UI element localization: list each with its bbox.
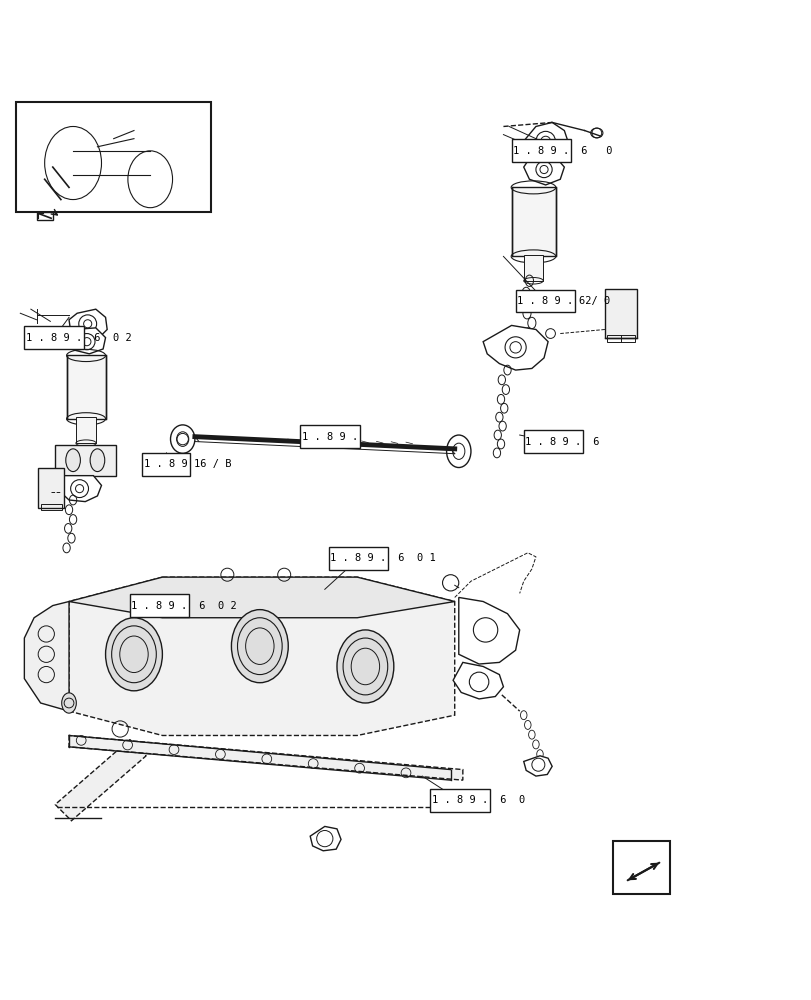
FancyBboxPatch shape bbox=[24, 326, 84, 349]
Text: 16 / B: 16 / B bbox=[194, 459, 231, 469]
Polygon shape bbox=[310, 826, 341, 851]
FancyBboxPatch shape bbox=[430, 789, 489, 812]
Ellipse shape bbox=[337, 630, 393, 703]
Bar bbox=[604, 289, 637, 338]
Bar bbox=[41, 504, 62, 510]
Bar bbox=[55, 445, 116, 476]
Polygon shape bbox=[523, 756, 551, 776]
Polygon shape bbox=[483, 325, 547, 370]
Polygon shape bbox=[67, 328, 105, 354]
Text: 1 . 8 9 .: 1 . 8 9 . bbox=[431, 795, 487, 805]
Text: 1 . 8 9 .: 1 . 8 9 . bbox=[330, 553, 386, 563]
Bar bbox=[511, 187, 556, 256]
Ellipse shape bbox=[231, 610, 288, 683]
Text: 6  0 2: 6 0 2 bbox=[193, 601, 237, 611]
Text: 6: 6 bbox=[586, 437, 599, 447]
Bar bbox=[612, 841, 669, 894]
FancyBboxPatch shape bbox=[511, 139, 570, 162]
Polygon shape bbox=[523, 155, 564, 185]
Text: 6  0: 6 0 bbox=[493, 795, 524, 805]
Polygon shape bbox=[69, 309, 107, 339]
Ellipse shape bbox=[62, 693, 76, 713]
Text: 1 . 8 9 .: 1 . 8 9 . bbox=[131, 601, 187, 611]
Polygon shape bbox=[58, 476, 101, 502]
Polygon shape bbox=[69, 577, 454, 735]
Bar bbox=[607, 335, 634, 342]
Polygon shape bbox=[36, 212, 53, 220]
FancyBboxPatch shape bbox=[130, 594, 189, 617]
Polygon shape bbox=[55, 740, 146, 821]
Bar bbox=[16, 102, 211, 212]
Bar bbox=[38, 468, 64, 508]
Polygon shape bbox=[69, 577, 454, 618]
Text: 1 . 8 9 .: 1 . 8 9 . bbox=[525, 437, 581, 447]
Text: 62/ 0: 62/ 0 bbox=[578, 296, 609, 306]
Polygon shape bbox=[453, 662, 503, 699]
Bar bbox=[75, 417, 96, 443]
Polygon shape bbox=[523, 122, 568, 159]
Polygon shape bbox=[69, 735, 462, 780]
FancyBboxPatch shape bbox=[142, 453, 190, 476]
Text: 1 . 8 9 .: 1 . 8 9 . bbox=[517, 296, 573, 306]
FancyBboxPatch shape bbox=[328, 547, 388, 570]
Text: 6  0 1: 6 0 1 bbox=[392, 553, 436, 563]
FancyBboxPatch shape bbox=[515, 290, 574, 312]
Polygon shape bbox=[24, 601, 69, 711]
Text: 6   0: 6 0 bbox=[574, 146, 611, 156]
Bar bbox=[523, 255, 543, 281]
Text: 1 . 8 9 .: 1 . 8 9 . bbox=[26, 333, 82, 343]
Bar bbox=[67, 355, 105, 419]
Ellipse shape bbox=[66, 449, 80, 472]
Ellipse shape bbox=[90, 449, 105, 472]
Text: 6  0 2: 6 0 2 bbox=[88, 333, 131, 343]
Polygon shape bbox=[458, 597, 519, 664]
Ellipse shape bbox=[105, 618, 162, 691]
Text: 1 . 8 9 .: 1 . 8 9 . bbox=[513, 146, 569, 156]
FancyBboxPatch shape bbox=[523, 430, 582, 453]
FancyBboxPatch shape bbox=[300, 425, 359, 448]
Text: 1 . 8 9: 1 . 8 9 bbox=[144, 459, 187, 469]
Text: 1 . 8 9 .: 1 . 8 9 . bbox=[302, 432, 358, 442]
